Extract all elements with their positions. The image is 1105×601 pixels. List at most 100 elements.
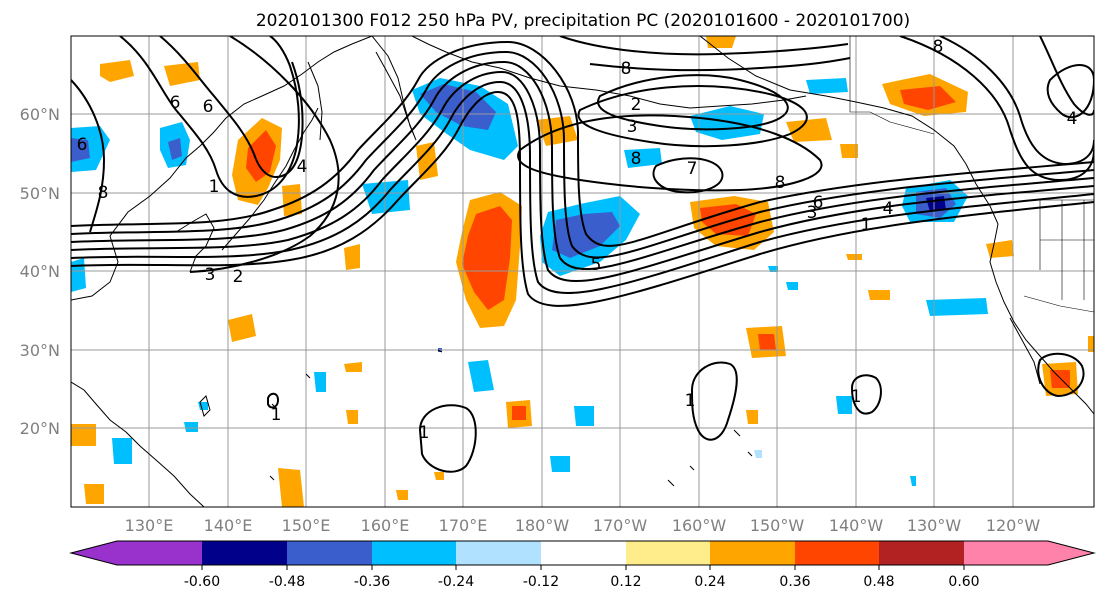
colorbar-tick-label: -0.48 (269, 574, 305, 590)
lon-label: 160°W (672, 516, 727, 535)
contour-label: 3 (807, 203, 818, 223)
contour-label: 1 (851, 387, 862, 407)
colorbar-tick-label: 0.60 (948, 574, 979, 590)
contour-label: 8 (631, 149, 642, 169)
pv-contour-alaska-ne (899, 36, 1094, 182)
lon-label: 130°W (907, 516, 962, 535)
coast-taiwan (199, 395, 211, 417)
border-us-mexico (1023, 295, 1094, 313)
precip-blob-470 (468, 360, 494, 392)
colorbar-segment (710, 541, 795, 565)
precip-shading (71, 36, 1094, 507)
precip-blob-186 (184, 422, 198, 432)
pv-contour-4 (71, 60, 1094, 270)
precip-blob-west-edge (71, 126, 110, 172)
lon-label: 180°W (515, 516, 570, 535)
lon-label: 170°W (593, 516, 648, 535)
precip-blob-114 (112, 438, 132, 464)
pv-contour-north (559, 36, 849, 56)
pv-contour-bering-3 (517, 114, 823, 192)
precip-blob-316 (314, 372, 326, 392)
precip-blob-gulf-wet (786, 118, 832, 142)
coast-kamchatka (371, 36, 417, 141)
precip-blob-850 (846, 254, 862, 260)
precip-blob-756 (754, 450, 762, 458)
contour-labels: 8 6 6 4 3 2 1 8 7 8 6 4 3 1 8 6 8 5 4 3 (77, 37, 1078, 443)
precip-blob-japan-dry-core (168, 138, 182, 160)
precip-blob-kurils-wet (416, 142, 438, 180)
graticule (71, 36, 1094, 507)
coast-sakhalin (307, 61, 323, 141)
contour-label: 6 (203, 97, 214, 117)
contour-label: 1 (209, 177, 220, 197)
colorbar-outline (69, 540, 1096, 566)
colorbar-segment (795, 541, 879, 565)
colorbar-tick-label: 0.12 (610, 574, 641, 590)
precip-blob-71-420 (71, 424, 96, 446)
precip-blob-748 (746, 410, 758, 424)
precip-blob-hok (282, 184, 302, 216)
precip-blob-790 (786, 282, 798, 290)
precip-blob-436 (434, 472, 444, 480)
contour-label: 1 (685, 391, 696, 411)
borders (849, 36, 1094, 313)
colorbar-tick-label: 0.36 (779, 574, 810, 590)
contour-label: 2 (631, 95, 642, 115)
contour-label: 1 (861, 215, 872, 235)
pv-contour-sub-3 (850, 374, 882, 415)
colorbar-extend-right (1048, 541, 1094, 565)
contour-label: 6 (77, 135, 88, 155)
precip-blob-fa (806, 78, 848, 94)
colorbar-ticks (201, 565, 965, 570)
contour-label: 7 (687, 159, 698, 179)
colorbar-segment (879, 541, 964, 565)
pv-contour-alaska-ne-2 (939, 36, 1094, 166)
colorbar-tick-label: -0.24 (438, 574, 474, 590)
precip-blob-348 (346, 410, 358, 424)
precip-blob-kamchatka (100, 60, 134, 82)
precip-blob-630 (624, 148, 662, 168)
contour-label: 8 (621, 59, 632, 79)
colorbar-segment (626, 541, 710, 565)
pv-contour-3 (71, 70, 1094, 282)
lon-label: 170°E (439, 516, 488, 535)
lon-label: 160°E (361, 516, 410, 535)
precip-blob-346 (344, 362, 362, 372)
contour-label: 8 (98, 183, 109, 203)
pv-contour-asia-west (71, 79, 106, 233)
precip-blob-930 (926, 298, 988, 316)
coast-baja (1009, 317, 1041, 385)
coast-westus (989, 223, 1094, 415)
border-us-states (1039, 200, 1094, 300)
pv-contours (71, 36, 1094, 473)
pv-contour-1 (71, 90, 1094, 307)
precip-blob-396 (396, 490, 408, 500)
pv-contour-ne-loop (1046, 64, 1094, 119)
contour-label: 6 (170, 93, 181, 113)
lon-label: 140°E (204, 516, 253, 535)
pv-contour-sub-4 (267, 392, 280, 409)
lat-label: 60°N (20, 105, 60, 124)
pv-contour-inner (652, 157, 724, 194)
contour-label: 1 (271, 405, 282, 425)
lat-label: 30°N (20, 341, 60, 360)
pv-contour-6 (71, 40, 1094, 247)
contour-label: 6 (813, 193, 824, 213)
precip-blob-west-edge-core (71, 138, 90, 162)
precip-blob-alaska-wet-core (900, 86, 956, 110)
pv-contour-north-2 (589, 57, 851, 72)
precip-blob-872 (868, 290, 890, 300)
colorbar-segment (202, 541, 287, 565)
colorbar-segment (372, 541, 456, 565)
colorbar-segment (964, 541, 1048, 565)
pv-contour-asia-loop-2 (159, 36, 304, 178)
precip-blob-912 (910, 476, 916, 486)
pv-contour-sub-2 (690, 361, 738, 441)
lat-label: 50°N (20, 184, 60, 203)
colorbar-tick-label: 0.48 (863, 574, 894, 590)
colorbar-tick-labels: -0.60 -0.48 -0.36 -0.24 -0.12 0.12 0.24 … (184, 574, 980, 590)
pv-contour-2 (71, 80, 1094, 294)
colorbar-segment (541, 541, 626, 565)
pv-contour-asia-loop (119, 36, 300, 198)
coast-islands-a (269, 349, 443, 481)
